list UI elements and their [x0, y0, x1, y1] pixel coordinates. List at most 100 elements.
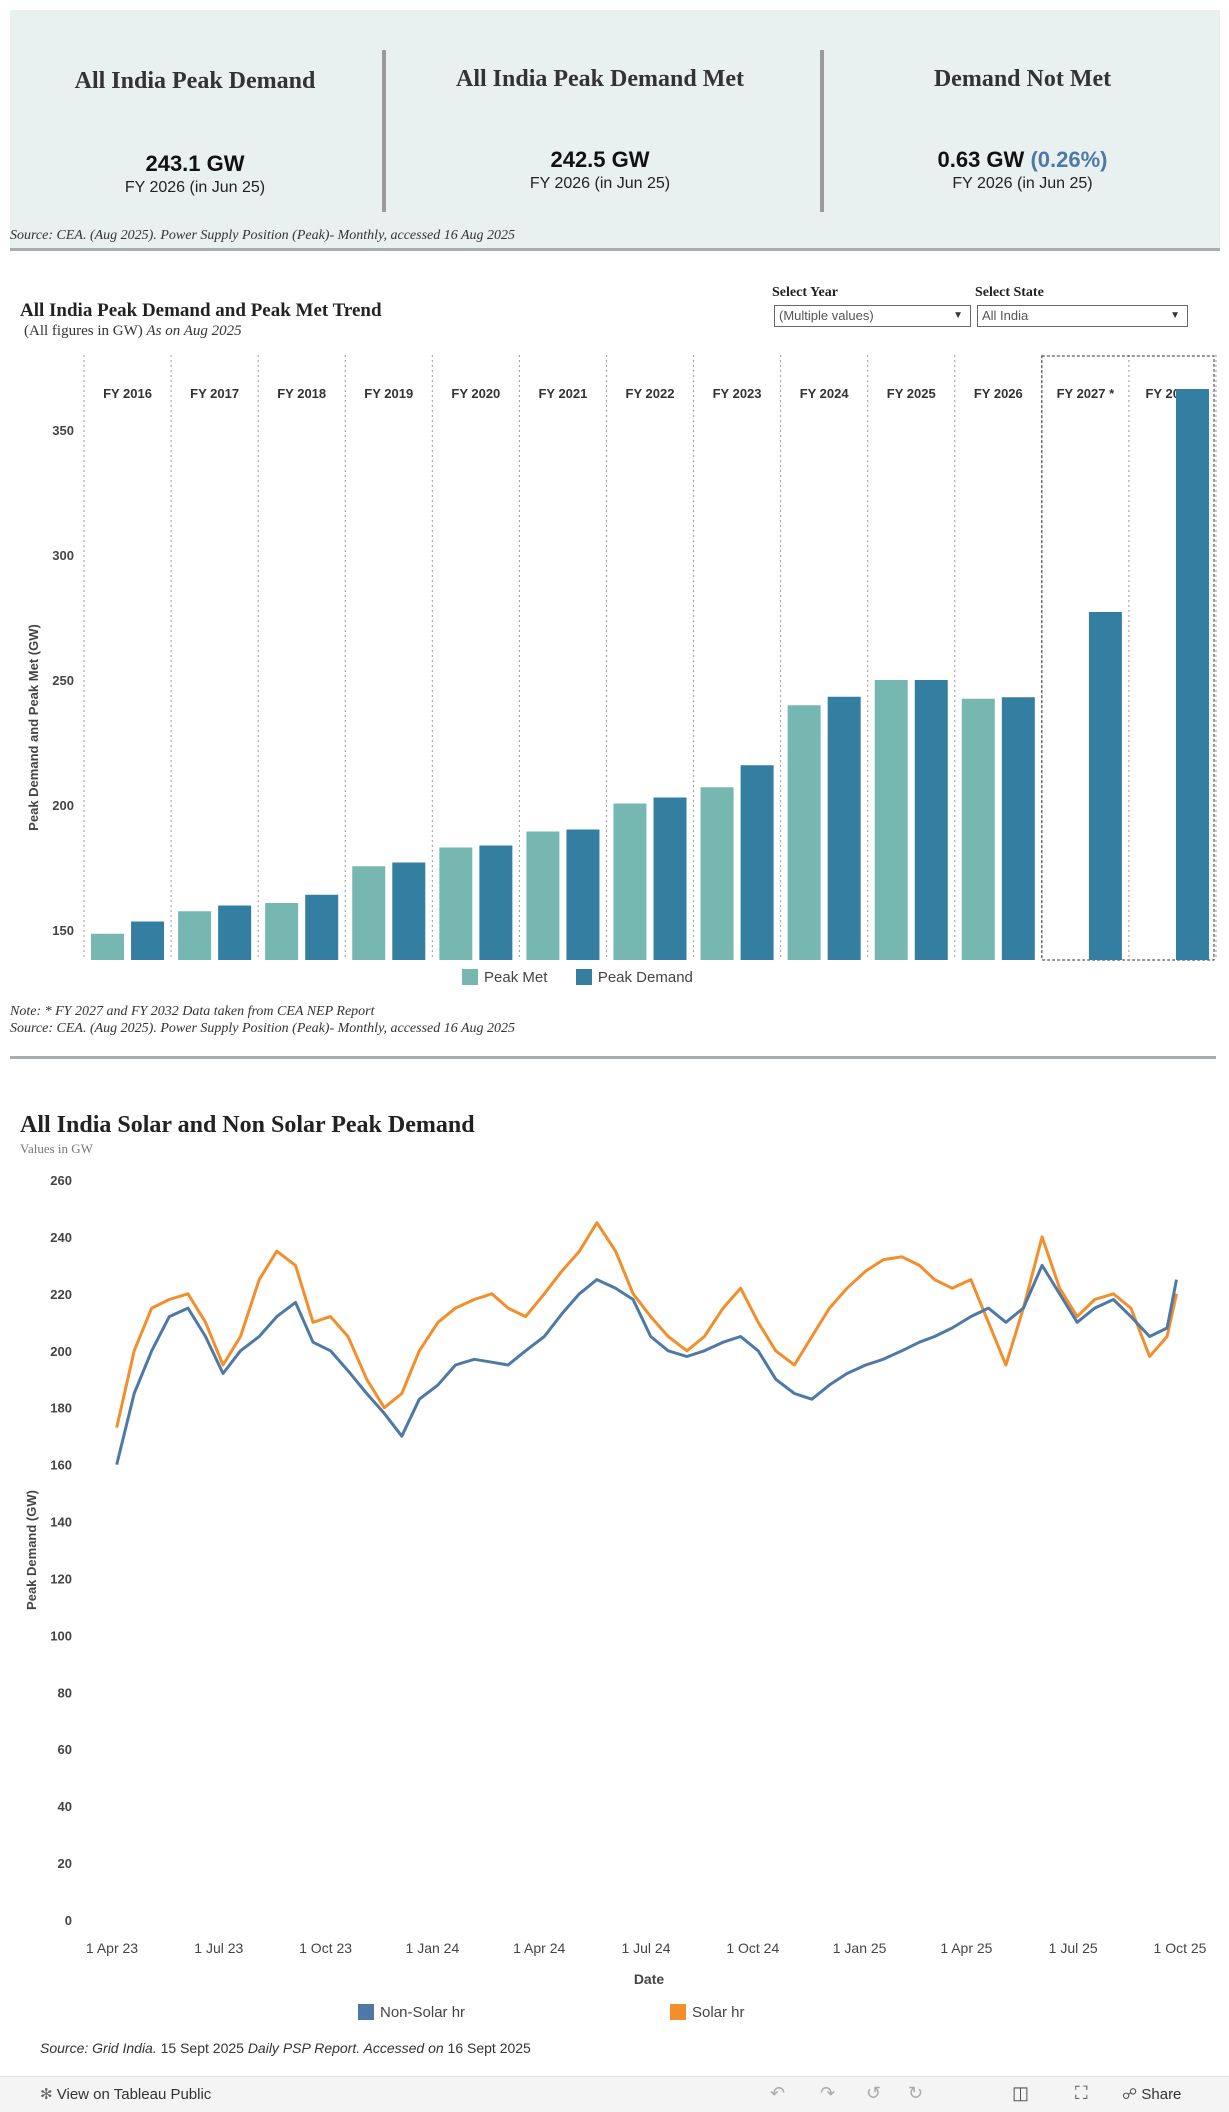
- x-tick-label: 1 Jul 24: [621, 1940, 670, 1956]
- y-tick-label: 150: [52, 923, 74, 938]
- bar-peak-met[interactable]: [178, 911, 212, 960]
- tableau-logo-icon: ✻: [40, 2086, 53, 2103]
- series-line-solar[interactable]: [115, 1221, 1178, 1428]
- legend-label[interactable]: Non-Solar hr: [380, 2004, 465, 2020]
- bar-peak-met[interactable]: [439, 847, 473, 961]
- bar-peak-met[interactable]: [352, 866, 386, 960]
- bar-peak-demand[interactable]: [131, 921, 165, 961]
- bar-peak-demand[interactable]: [392, 862, 426, 961]
- legend-swatch[interactable]: [670, 2004, 686, 2020]
- bar-peak-demand[interactable]: [1001, 697, 1035, 960]
- kpi-divider: [382, 50, 386, 212]
- chevron-down-icon: ▼: [953, 310, 963, 321]
- y-tick-label: 240: [50, 1230, 72, 1245]
- download-icon[interactable]: ◫: [1012, 2083, 1030, 2103]
- y-tick-label: 350: [52, 423, 74, 438]
- kpi-band: All India Peak Demand 243.1 GW FY 2026 (…: [10, 10, 1220, 248]
- y-axis-label: Peak Demand (GW): [24, 1490, 39, 1610]
- x-tick-label: 1 Jul 23: [194, 1940, 243, 1956]
- solar-source: Source: Grid India. 15 Sept 2025 Daily P…: [40, 2040, 531, 2056]
- y-tick-label: 120: [50, 1571, 72, 1586]
- legend-item-peak-demand[interactable]: Peak Demand: [575, 969, 693, 986]
- category-label: FY 2016: [103, 386, 152, 401]
- bar-peak-demand[interactable]: [740, 765, 774, 960]
- x-tick-label: 1 Jan 25: [833, 1940, 887, 1956]
- section-divider: [10, 1056, 1216, 1059]
- bar-peak-met[interactable]: [787, 705, 821, 960]
- kpi-peak-demand: All India Peak Demand 243.1 GW FY 2026 (…: [10, 10, 380, 230]
- share-icon: ☍: [1122, 2086, 1138, 2103]
- x-tick-label: 1 Apr 23: [86, 1940, 138, 1956]
- bar-chart: FY 2016 FY 2017 FY 2018 FY 2019 FY 2020 FY 20…: [26, 355, 1217, 961]
- kpi-percentage: (0.26%): [1030, 147, 1108, 172]
- category-label: FY 2022: [626, 386, 675, 401]
- y-tick-label: 40: [58, 1799, 72, 1814]
- bar-peak-demand[interactable]: [305, 894, 339, 960]
- bar-peak-met[interactable]: [613, 803, 647, 961]
- category-label: FY 2026: [974, 386, 1023, 401]
- bar-peak-met[interactable]: [91, 933, 125, 960]
- kpi-value: 242.5 GW: [550, 147, 650, 172]
- bar-peak-met[interactable]: [700, 787, 734, 960]
- legend-item-peak-met[interactable]: Peak Met: [462, 969, 552, 986]
- state-filter-label: Select State: [975, 285, 1044, 300]
- source-text: Daily PSP Report. Accessed on: [247, 2040, 444, 2056]
- revert-icon[interactable]: ↺: [866, 2083, 882, 2103]
- legend-swatch: [575, 969, 592, 985]
- bar-peak-met[interactable]: [961, 698, 995, 960]
- kpi-value-text: 0.63 GW: [937, 147, 1025, 172]
- x-tick-label: 1 Oct 25: [1154, 1940, 1207, 1956]
- bar-peak-demand[interactable]: [1175, 389, 1209, 960]
- kpi-title: All India Peak Demand: [74, 68, 316, 94]
- bar-peak-met[interactable]: [265, 903, 299, 960]
- x-tick-label: 1 Oct 24: [726, 1940, 779, 1956]
- bar-peak-demand[interactable]: [653, 797, 687, 961]
- redo-icon[interactable]: ↷: [820, 2083, 836, 2103]
- fullscreen-icon[interactable]: ⛶: [1075, 2083, 1088, 2103]
- x-axis-label: Date: [634, 1971, 665, 1987]
- legend-swatch: [462, 969, 478, 985]
- year-filter-label: Select Year: [772, 285, 838, 300]
- bar-peak-demand[interactable]: [218, 905, 252, 961]
- category-label: FY 2023: [713, 386, 762, 401]
- forecast-box: [1041, 355, 1215, 961]
- chevron-down-icon: ▼: [1170, 310, 1180, 321]
- trend-source: Source: CEA. (Aug 2025). Power Supply Po…: [10, 1021, 516, 1036]
- bar-peak-demand[interactable]: [914, 680, 948, 960]
- kpi-title: Demand Not Met: [933, 66, 1112, 92]
- legend-label[interactable]: Solar hr: [692, 2004, 745, 2020]
- bar-peak-demand[interactable]: [1088, 612, 1122, 960]
- y-tick-label: 160: [50, 1458, 72, 1473]
- bar-peak-demand[interactable]: [827, 696, 861, 960]
- year-filter-dropdown[interactable]: (Multiple values) ▼: [774, 305, 971, 327]
- y-tick-label: 300: [52, 548, 74, 563]
- y-tick-label: 180: [50, 1401, 72, 1416]
- view-on-tableau-link[interactable]: ✻ View on Tableau Public: [40, 2085, 211, 2103]
- peak-trend-section: All India Peak Demand and Peak Met Trend…: [0, 250, 1229, 1050]
- bar-peak-met[interactable]: [526, 831, 560, 961]
- y-axis-label: Peak Demand and Peak Met (GW): [26, 624, 41, 831]
- year-filter-value: (Multiple values): [779, 308, 874, 323]
- y-tick-label: 200: [50, 1344, 72, 1359]
- y-tick-label: 200: [52, 798, 74, 813]
- series-line-non-solar[interactable]: [115, 1263, 1178, 1465]
- solar-title: All India Solar and Non Solar Peak Deman…: [20, 1112, 475, 1138]
- tableau-toolbar: ✻ View on Tableau Public ↶ ↷ ↺ ↻ ◫ ⛶ ☍ S…: [0, 2076, 1229, 2112]
- kpi-divider: [820, 50, 824, 212]
- category-label: FY 2027 *: [1057, 386, 1116, 401]
- source-date: 15 Sept 2025: [160, 2040, 244, 2056]
- bar-peak-demand[interactable]: [479, 845, 513, 961]
- legend-swatch[interactable]: [358, 2004, 374, 2020]
- solar-section: All India Solar and Non Solar Peak Deman…: [0, 1080, 1229, 2070]
- kpi-subtext: FY 2026 (in Jun 25): [952, 175, 1093, 192]
- kpi-value: 0.63 GW (0.26%): [825, 147, 1220, 173]
- bar-peak-demand[interactable]: [566, 829, 600, 961]
- share-button[interactable]: ☍ Share: [1122, 2085, 1181, 2103]
- pause-icon[interactable]: ↻: [908, 2083, 924, 2103]
- y-tick-label: 250: [52, 673, 74, 688]
- line-chart: 0 20 40 60 80 100 120 140 160 180 200 220 240 260 Peak…: [24, 1173, 1207, 2020]
- x-tick-label: 1 Apr 24: [513, 1940, 565, 1956]
- state-filter-dropdown[interactable]: All India ▼: [977, 305, 1188, 327]
- undo-icon[interactable]: ↶: [770, 2083, 786, 2103]
- bar-peak-met[interactable]: [874, 680, 908, 960]
